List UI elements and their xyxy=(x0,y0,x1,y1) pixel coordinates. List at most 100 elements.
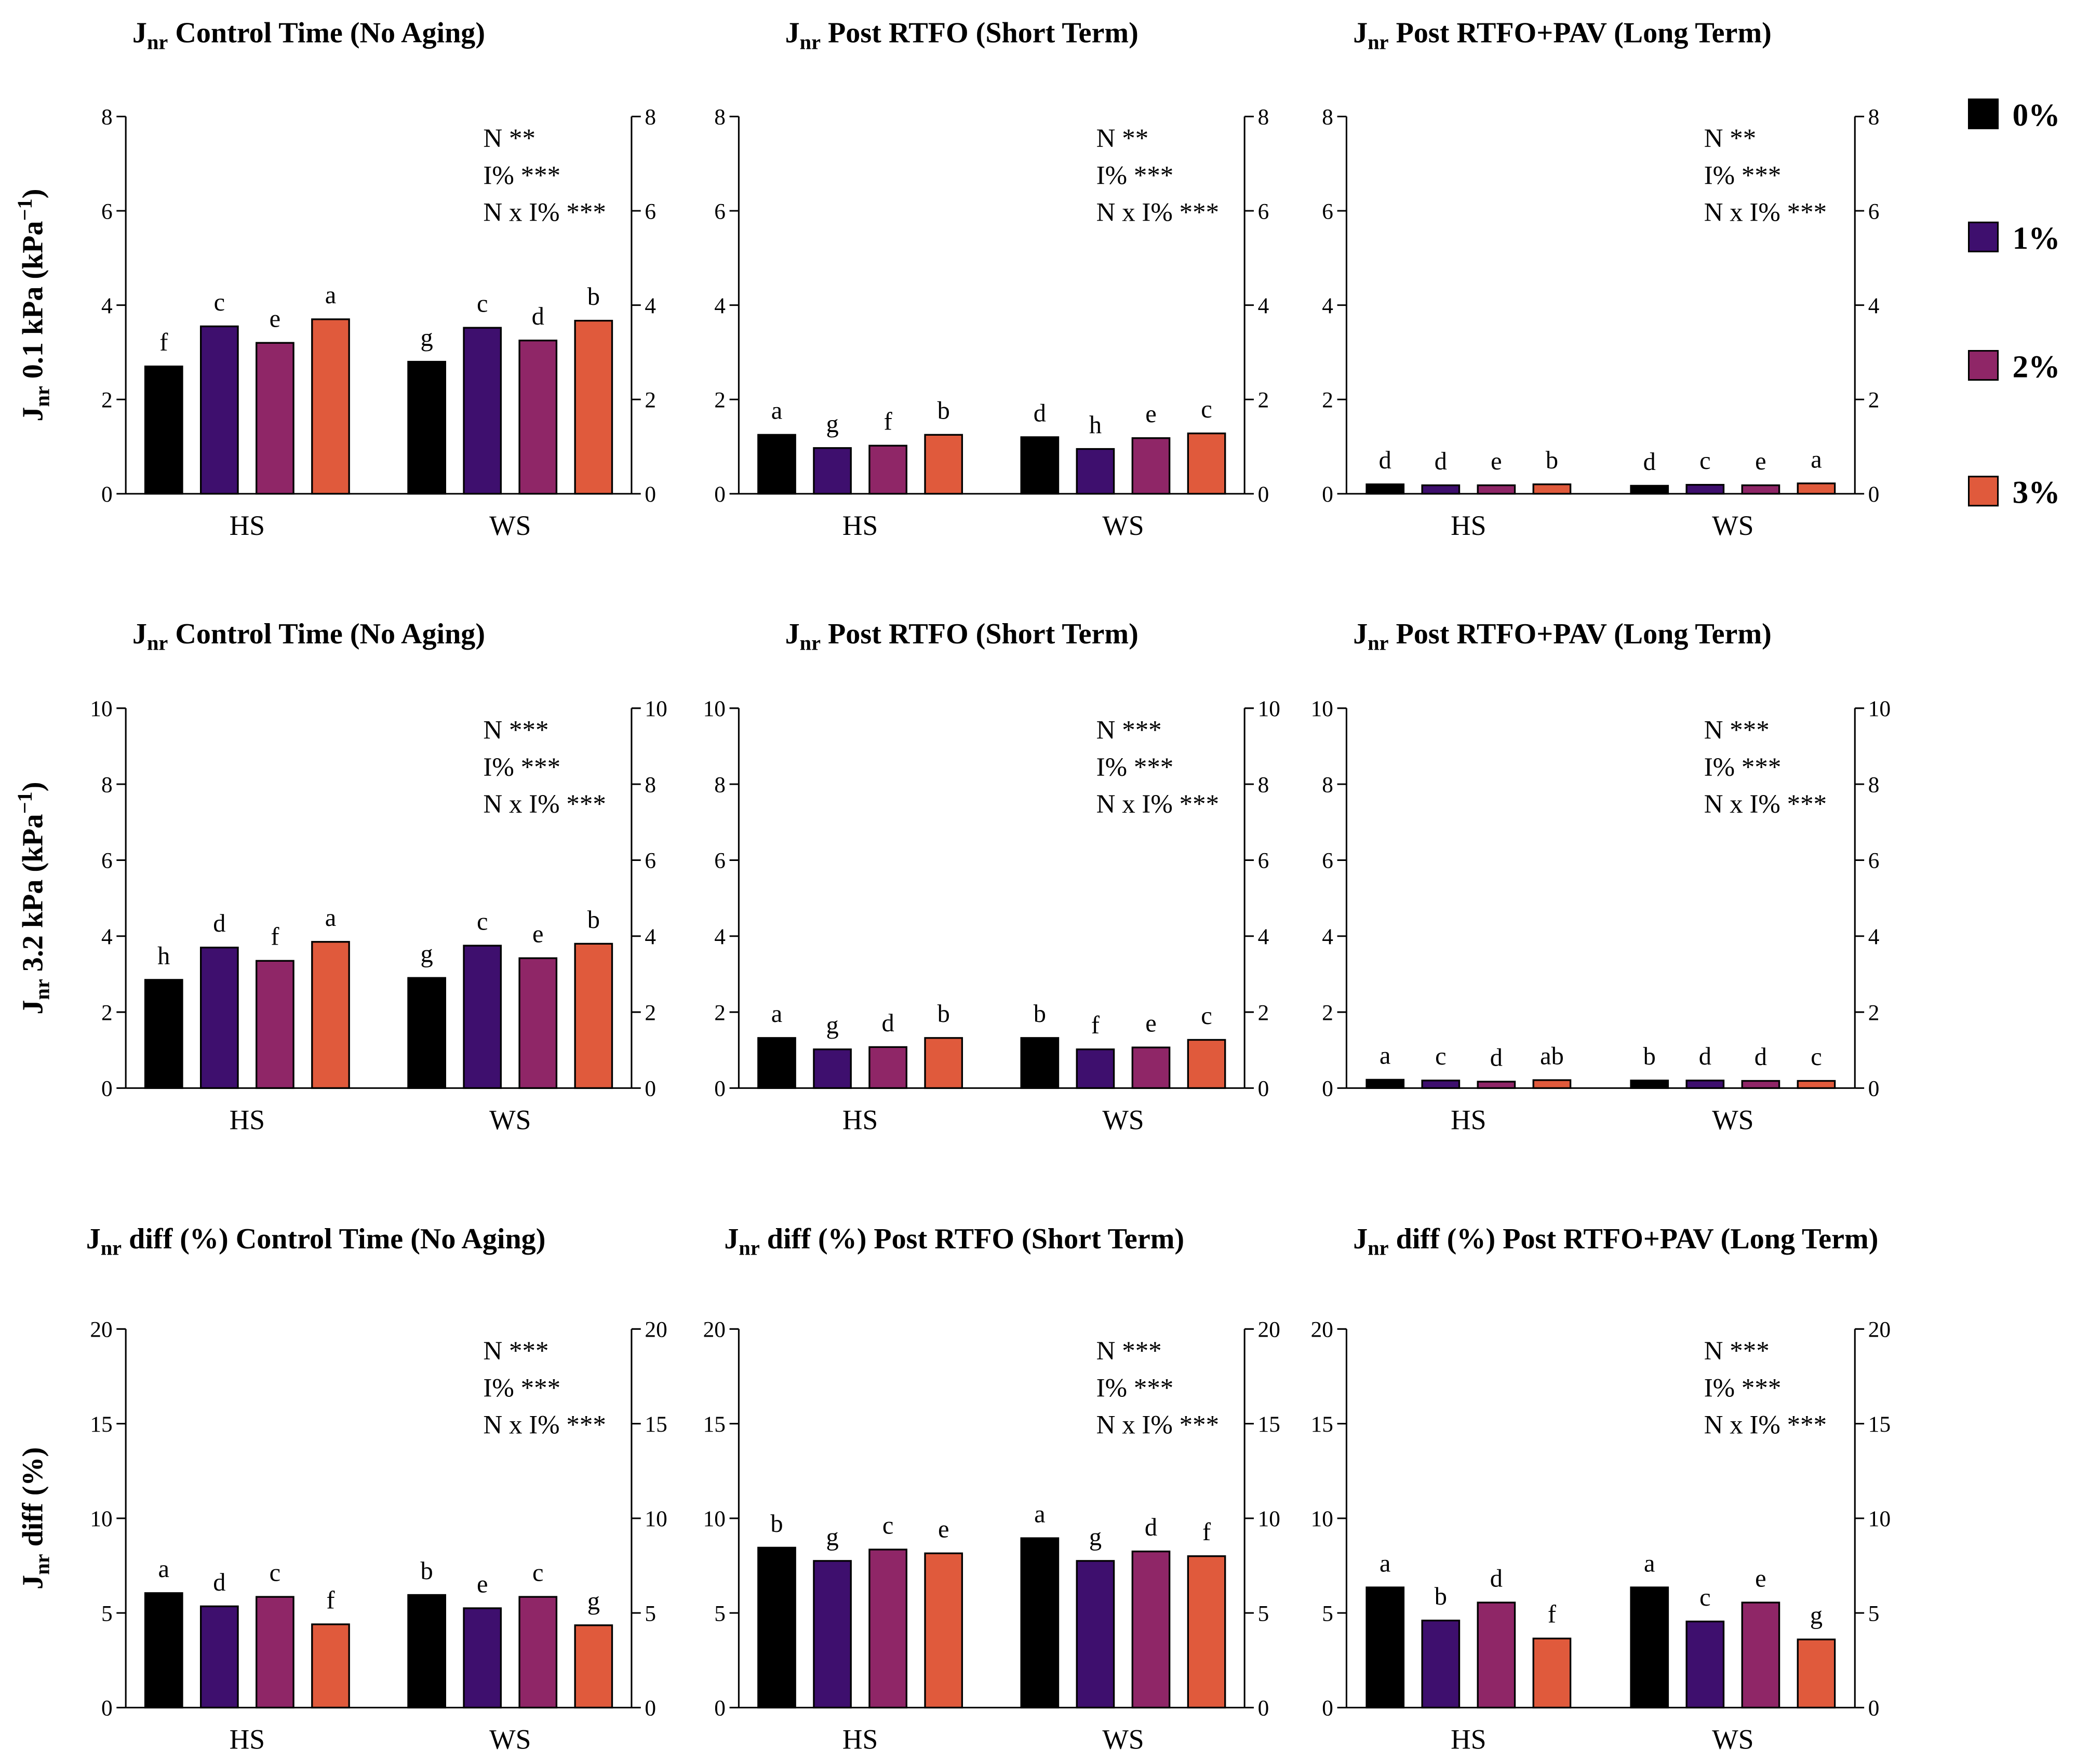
y2-tick-label: 8 xyxy=(1868,772,1880,797)
bar xyxy=(1020,1537,1060,1709)
stat-annotation: I% *** xyxy=(483,753,560,782)
significance-letter: f xyxy=(884,408,893,436)
y2-tick-label: 20 xyxy=(1868,1317,1891,1342)
significance-letter: a xyxy=(158,1555,170,1583)
y2-tick-label: 0 xyxy=(1258,482,1269,507)
text-main: J xyxy=(132,618,147,650)
text-main: J xyxy=(1353,618,1368,650)
y-axis-title: Jnr 0.1 kPa (kPa−1) xyxy=(13,189,53,422)
text-sub: nr xyxy=(800,631,821,655)
bar xyxy=(1131,1550,1171,1709)
y-tick-label: 10 xyxy=(703,696,726,721)
legend-swatch xyxy=(1967,350,1999,381)
y-tick-label: 15 xyxy=(703,1412,726,1437)
bar xyxy=(1797,1638,1836,1709)
text-rest: diff (%) xyxy=(17,1447,49,1554)
significance-letter: b xyxy=(937,1000,950,1028)
y-tick-label: 4 xyxy=(714,924,726,949)
significance-letter: a xyxy=(1379,1042,1391,1070)
y2-tick-label: 8 xyxy=(645,105,656,130)
bar xyxy=(199,947,239,1089)
y2-tick-label: 8 xyxy=(1258,772,1269,797)
significance-letter: c xyxy=(477,908,488,935)
bar xyxy=(924,434,963,495)
significance-letter: d xyxy=(1490,1044,1503,1071)
bar xyxy=(1421,1620,1461,1709)
y2-tick-label: 6 xyxy=(645,849,656,873)
stat-annotation: N ** xyxy=(483,124,535,153)
significance-letter: a xyxy=(325,904,337,932)
significance-letter: a xyxy=(325,281,337,309)
x-tick-label: WS xyxy=(1102,510,1144,541)
y2-tick-label: 10 xyxy=(1258,1506,1280,1531)
bar xyxy=(144,1592,183,1709)
text-rest: Control Time (No Aging) xyxy=(168,618,485,650)
stat-annotation: N *** xyxy=(483,1337,548,1366)
y-tick-label: 2 xyxy=(101,388,113,413)
text-rest: 0.1 kPa (kPa xyxy=(17,221,49,386)
bar xyxy=(574,319,613,495)
text-main: J xyxy=(1353,1223,1368,1255)
significance-letter: c xyxy=(214,289,225,316)
significance-letter: g xyxy=(1810,1602,1823,1630)
y-tick-label: 6 xyxy=(1322,199,1333,224)
x-tick-label: WS xyxy=(1712,1723,1753,1755)
significance-letter: e xyxy=(270,305,281,333)
x-tick-label: HS xyxy=(1451,1723,1486,1755)
significance-letter: e xyxy=(1145,1010,1157,1038)
stat-annotation: I% *** xyxy=(1704,161,1782,190)
stat-annotation: N x I% *** xyxy=(483,1411,606,1440)
y2-tick-label: 8 xyxy=(1258,105,1269,130)
y2-tick-label: 4 xyxy=(1258,924,1269,949)
y2-tick-label: 2 xyxy=(1258,1000,1269,1025)
text-rest: diff (%) Post RTFO+PAV (Long Term) xyxy=(1389,1223,1879,1255)
bar xyxy=(1741,1601,1780,1709)
bar xyxy=(1477,484,1516,495)
bar xyxy=(407,977,446,1089)
panel: Jnr diff (%) Post RTFO+PAV (Long Term) 0 0… xyxy=(1311,1223,1891,1755)
y2-tick-label: 4 xyxy=(645,293,656,318)
text-main: J xyxy=(1353,17,1368,49)
y-tick-label: 8 xyxy=(101,772,113,797)
panel: Jnr Post RTFO+PAV (Long Term) 0 0 2 2 4 4 6 6 8 8 N… xyxy=(1322,17,1879,541)
text-main: J xyxy=(785,17,800,49)
panel-title: Jnr Post RTFO (Short Term) xyxy=(785,618,1139,655)
bar xyxy=(757,434,796,495)
significance-letter: g xyxy=(826,1012,838,1039)
stat-annotation: I% *** xyxy=(1704,753,1782,782)
significance-letter: b xyxy=(1435,1583,1447,1610)
significance-letter: c xyxy=(882,1512,894,1539)
stat-annotation: N x I% *** xyxy=(1096,1411,1219,1440)
significance-letter: e xyxy=(1755,448,1766,475)
y2-tick-label: 10 xyxy=(1868,696,1891,721)
bar xyxy=(868,1548,907,1709)
x-tick-label: HS xyxy=(1451,510,1486,541)
y-tick-label: 15 xyxy=(1311,1412,1333,1437)
y2-tick-label: 0 xyxy=(1258,1076,1269,1101)
panel: Jnr Post RTFO (Short Term) 0 0 2 2 4 4 6 6 8 8 N **… xyxy=(714,17,1269,541)
stat-annotation: N x I% *** xyxy=(483,198,606,227)
x-tick-label: WS xyxy=(489,1723,531,1755)
stat-annotation: I% *** xyxy=(1096,161,1174,190)
significance-letter: a xyxy=(1811,446,1822,473)
y-tick-label: 2 xyxy=(1322,388,1333,413)
y2-tick-label: 2 xyxy=(1868,388,1880,413)
y-tick-label: 6 xyxy=(101,199,113,224)
y-tick-label: 4 xyxy=(101,924,113,949)
bar xyxy=(574,942,613,1089)
y2-tick-label: 5 xyxy=(1868,1601,1880,1626)
x-tick-label: HS xyxy=(842,1723,878,1755)
y-tick-label: 20 xyxy=(703,1317,726,1342)
x-tick-label: WS xyxy=(1102,1104,1144,1135)
bar xyxy=(868,1046,907,1089)
bar xyxy=(1020,1037,1060,1089)
y2-tick-label: 0 xyxy=(1868,482,1880,507)
bar xyxy=(1187,1555,1226,1709)
bar xyxy=(463,327,502,495)
significance-letter: f xyxy=(326,1586,335,1614)
bar xyxy=(924,1552,963,1709)
y-tick-label: 0 xyxy=(1322,482,1333,507)
stat-annotation: N *** xyxy=(483,716,548,745)
y2-tick-label: 15 xyxy=(1868,1412,1891,1437)
x-tick-label: HS xyxy=(230,1723,265,1755)
